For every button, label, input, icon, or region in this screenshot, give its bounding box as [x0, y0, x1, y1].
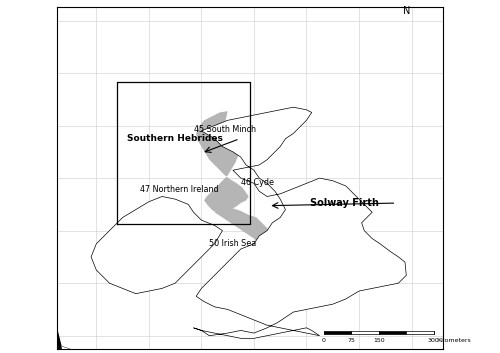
Text: Solway Firth: Solway Firth — [310, 198, 380, 208]
Polygon shape — [351, 331, 378, 334]
Text: 75: 75 — [347, 338, 355, 343]
Polygon shape — [52, 330, 62, 349]
Polygon shape — [324, 331, 351, 334]
Polygon shape — [406, 331, 434, 334]
Polygon shape — [52, 349, 62, 353]
Text: Kilometers: Kilometers — [438, 338, 472, 343]
Text: 300: 300 — [428, 338, 440, 343]
Polygon shape — [91, 197, 222, 294]
Text: 47 Northern Ireland: 47 Northern Ireland — [140, 185, 218, 195]
Polygon shape — [196, 111, 248, 214]
Text: Southern Hebrides: Southern Hebrides — [126, 134, 222, 143]
Text: N: N — [402, 6, 410, 16]
Polygon shape — [57, 345, 70, 353]
Text: 0: 0 — [322, 338, 326, 343]
Polygon shape — [52, 330, 62, 349]
Polygon shape — [44, 345, 57, 353]
Polygon shape — [194, 107, 406, 338]
Polygon shape — [378, 331, 406, 334]
Text: 150: 150 — [373, 338, 384, 343]
Polygon shape — [214, 207, 276, 268]
Text: 45 South Minch: 45 South Minch — [194, 125, 256, 134]
Polygon shape — [52, 349, 62, 353]
Text: 46 Cyde: 46 Cyde — [241, 178, 274, 187]
Text: 50 Irish Sea: 50 Irish Sea — [210, 239, 256, 248]
